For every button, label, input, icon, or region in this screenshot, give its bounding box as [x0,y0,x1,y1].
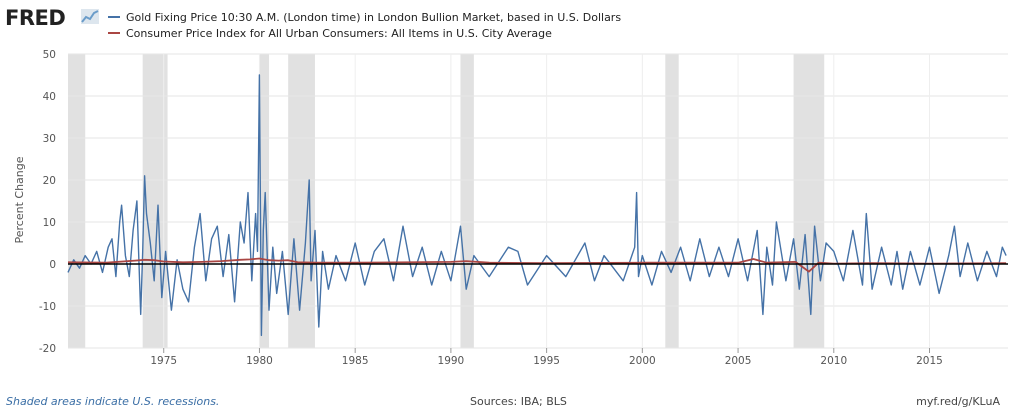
y-tick-0: 0 [49,259,56,271]
x-tick-1980: 1980 [246,355,273,367]
y-tick-50: 50 [43,49,56,61]
x-tick-1985: 1985 [342,355,369,367]
y-tick--10: -10 [39,301,56,313]
y-tick-20: 20 [43,175,56,187]
x-tick-1975: 1975 [150,355,177,367]
y-tick--20: -20 [39,343,56,355]
legend-label-cpi: Consumer Price Index for All Urban Consu… [126,27,552,40]
sources-text: Sources: IBA; BLS [470,395,567,408]
y-tick-40: 40 [43,91,56,103]
recession-note: Shaded areas indicate U.S. recessions. [6,395,219,408]
series-line-cpi [67,257,1007,273]
fred-logo[interactable]: FRED [5,6,99,30]
y-tick-30: 30 [43,133,56,145]
gridlines [68,53,1008,353]
series-line-gold [67,74,1007,337]
y-axis-label: Percent Change [13,156,26,243]
x-tick-2005: 2005 [725,355,752,367]
short-link[interactable]: myf.red/g/KLuA [916,395,1000,408]
recession-shading [68,54,825,348]
y-tick-labels: -20 -10 0 10 20 30 40 50 [39,49,56,355]
x-tick-labels: 1975 1980 1985 1990 1995 2000 2005 2010 2015 [150,355,943,367]
x-tick-2010: 2010 [820,355,847,367]
recession-band-3 [288,54,315,348]
x-tick-2015: 2015 [916,355,943,367]
legend: Gold Fixing Price 10:30 A.M. (London tim… [108,11,621,40]
x-tick-2000: 2000 [629,355,656,367]
recession-band-6 [793,54,825,348]
x-tick-1995: 1995 [533,355,560,367]
fred-logo-graph-icon [81,9,99,24]
y-tick-10: 10 [43,217,56,229]
recession-band-0 [68,54,86,348]
x-tick-1990: 1990 [438,355,465,367]
fred-logo-text: FRED [5,6,65,30]
series-lines [67,74,1008,337]
recession-band-5 [665,54,679,348]
legend-label-gold: Gold Fixing Price 10:30 A.M. (London tim… [126,11,621,24]
recession-band-4 [460,54,474,348]
